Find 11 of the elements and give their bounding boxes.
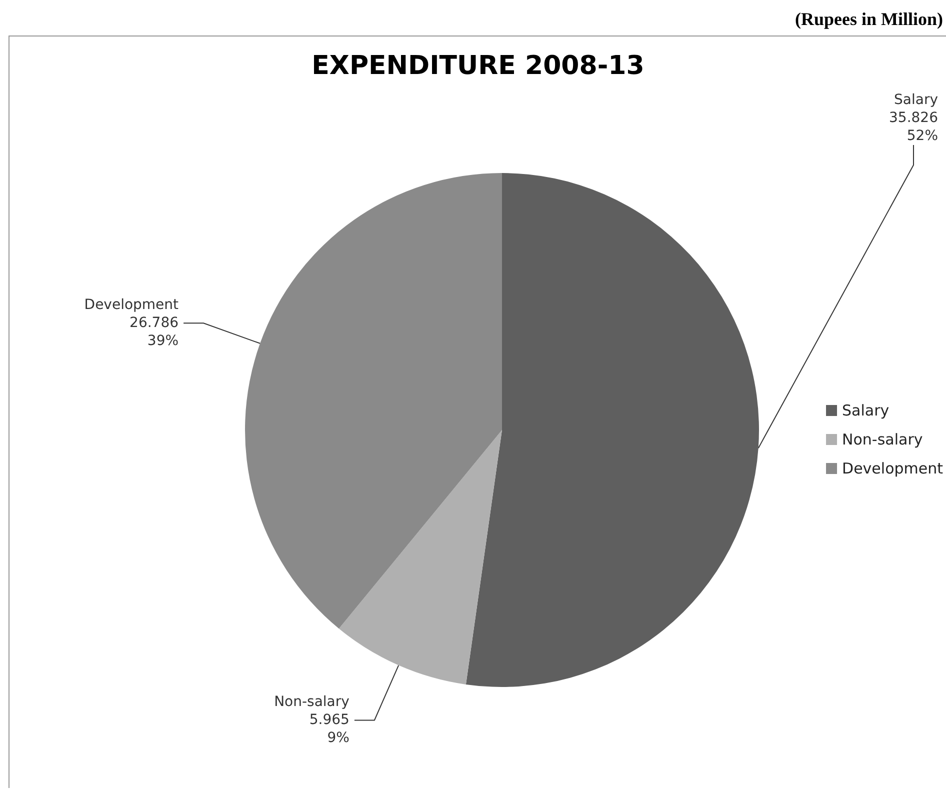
legend-label: Non-salary (842, 430, 923, 448)
slice-label: Non-salary (274, 694, 350, 710)
text: (Rupees in Million) (794, 9, 944, 29)
legend-label: Salary (842, 402, 890, 420)
legend-label: Development (842, 460, 944, 478)
data-label: 35.826 52% (889, 110, 938, 144)
slice-label: Development (84, 297, 180, 314)
chart-title: EXPENDITURE 2008-13 (312, 51, 644, 81)
slice-label: Salary (894, 92, 938, 108)
data-label: 5.965 9% (309, 712, 350, 746)
data-label: 26.786 39% (130, 315, 179, 350)
